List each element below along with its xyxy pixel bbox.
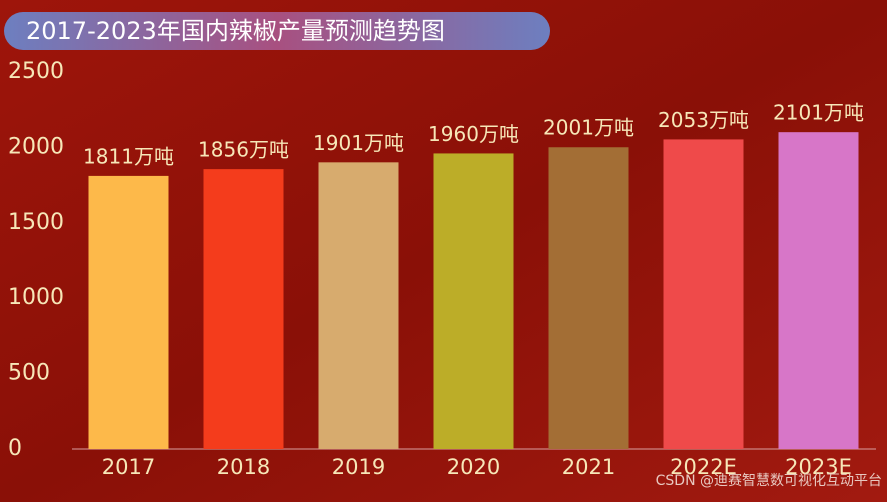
bar — [778, 132, 859, 450]
title-banner — [4, 12, 550, 50]
bar — [203, 169, 284, 449]
y-tick-label: 2500 — [8, 59, 64, 84]
x-tick-label: 2022E — [670, 455, 737, 479]
value-label: 2001万吨 — [543, 116, 634, 140]
chart-title: 2017-2023年国内辣椒产量预测趋势图 — [26, 17, 445, 45]
bar — [88, 175, 169, 450]
bar — [548, 147, 629, 449]
x-tick-label: 2017 — [102, 455, 155, 479]
x-tick-label: 2019 — [332, 455, 385, 479]
value-label: 1856万吨 — [198, 138, 289, 162]
y-tick-label: 2000 — [8, 134, 64, 159]
x-tick-label: 2021 — [562, 455, 615, 479]
value-label: 1811万吨 — [83, 144, 174, 168]
x-tick-label: 2018 — [217, 455, 270, 479]
x-tick-label: 2020 — [447, 455, 500, 479]
y-tick-label: 0 — [8, 436, 22, 461]
y-tick-label: 1500 — [8, 210, 64, 235]
bar — [318, 162, 399, 449]
watermark: CSDN @迪赛智慧数可视化互动平台 — [656, 473, 882, 489]
y-tick-label: 1000 — [8, 285, 64, 310]
value-label: 2053万吨 — [658, 108, 749, 132]
bar — [663, 139, 744, 449]
value-label: 2101万吨 — [773, 101, 864, 125]
bar — [433, 153, 514, 449]
y-tick-label: 500 — [8, 361, 50, 386]
x-tick-label: 2023E — [785, 455, 852, 479]
value-label: 1901万吨 — [313, 131, 404, 155]
value-label: 1960万吨 — [428, 122, 519, 146]
